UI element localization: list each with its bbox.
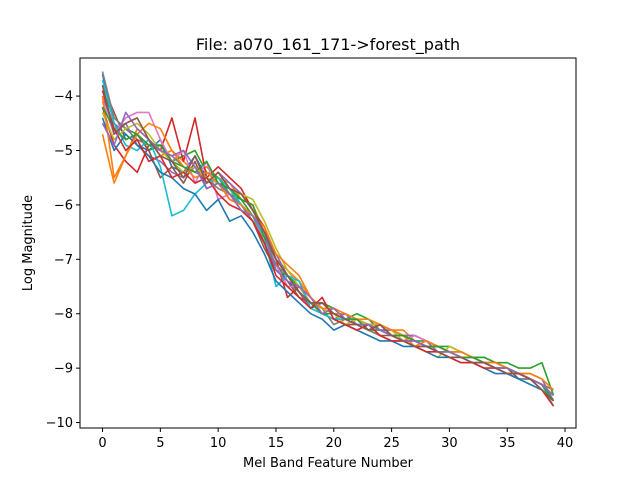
x-axis-ticks: 0 5 10 15 20 25 30 35 40 [98, 428, 573, 451]
plot-lines [101, 71, 555, 407]
y-axis-label: Log Magnitude [21, 195, 36, 291]
chart-title: File: a070_161_171->forest_path [196, 35, 460, 55]
y-tick-label: −9 [54, 362, 73, 377]
x-tick-label: 10 [210, 436, 227, 451]
y-tick-label: −10 [46, 416, 73, 431]
y-tick-label: −5 [54, 144, 73, 159]
x-tick-label: 30 [441, 436, 458, 451]
y-tick-label: −6 [54, 198, 73, 213]
x-axis-label: Mel Band Feature Number [243, 456, 414, 471]
x-tick-label: 40 [557, 436, 574, 451]
x-tick-label: 20 [326, 436, 343, 451]
x-tick-label: 15 [268, 436, 285, 451]
series-line-13 [101, 106, 555, 402]
series-line-16 [101, 85, 555, 402]
x-tick-label: 5 [156, 436, 164, 451]
y-axis-ticks: −10 −9 −8 −7 −6 −5 −4 [46, 90, 80, 431]
plot-frame [79, 57, 577, 429]
y-tick-label: −7 [54, 253, 73, 268]
x-tick-label: 25 [383, 436, 400, 451]
y-tick-label: −4 [54, 90, 73, 105]
x-tick-label: 0 [98, 436, 106, 451]
x-tick-label: 35 [499, 436, 516, 451]
y-tick-label: −8 [54, 307, 73, 322]
